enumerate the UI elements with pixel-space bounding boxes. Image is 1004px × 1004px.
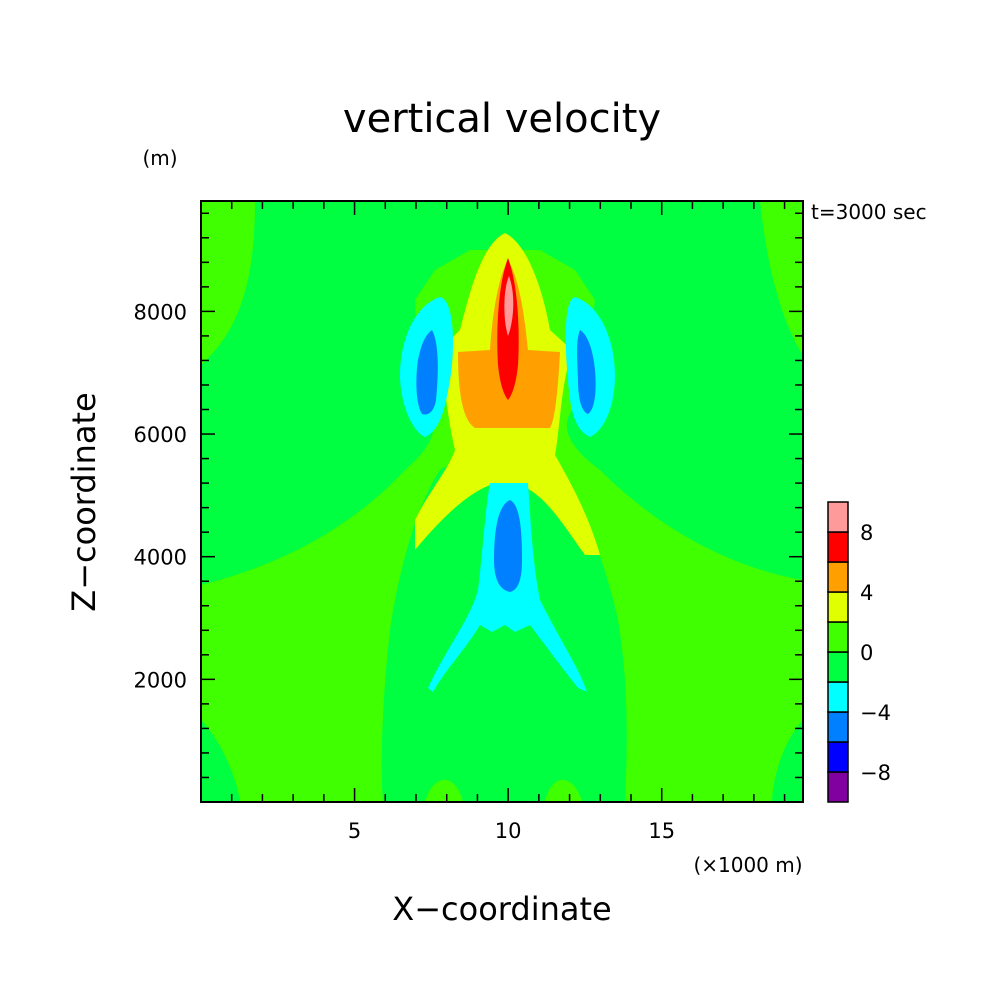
contour-band-0-2 (425, 779, 463, 802)
y-tick-label: 8000 (134, 300, 187, 324)
colorbar-label: 8 (860, 521, 873, 545)
plot-frame (200, 200, 804, 803)
colorbar-swatch (827, 711, 849, 743)
x-tick-labels: 5 10 15 (348, 819, 675, 843)
colorbar-label: 0 (860, 641, 873, 665)
y-axis-label: Z−coordinate (65, 392, 103, 611)
y-tick-label: 2000 (134, 668, 187, 692)
colorbar-label: −8 (860, 761, 891, 785)
x-tick-label: 15 (648, 819, 675, 843)
colorbar-label: −4 (860, 701, 891, 725)
x-tick-label: 10 (495, 819, 522, 843)
contour-band-minus2-0 (772, 720, 803, 802)
contour-band-0-2 (545, 779, 582, 802)
colorbar-swatch (827, 531, 849, 563)
y-tick-labels: 2000 4000 6000 8000 (134, 300, 187, 692)
contour-band-minus2-0 (201, 720, 240, 802)
chart-title: vertical velocity (343, 96, 661, 142)
contour-band-minus2-0 (381, 458, 627, 802)
contour-band-minus2-0 (201, 201, 803, 585)
x-axis-label: X−coordinate (392, 890, 611, 928)
colorbar-swatch (827, 501, 849, 533)
colorbar (827, 501, 849, 803)
colorbar-label: 4 (860, 581, 873, 605)
colorbar-swatch (827, 591, 849, 623)
colorbar-swatch (827, 651, 849, 683)
contour-band-minus8-minus6 (577, 330, 596, 414)
colorbar-swatch (827, 681, 849, 713)
time-label: t=3000 sec (811, 200, 927, 224)
x-tick-label: 5 (348, 819, 361, 843)
y-tick-label: 4000 (134, 546, 187, 570)
x-unit-label: (×1000 m) (693, 853, 802, 877)
colorbar-labels: 8 4 0 −4 −8 (860, 521, 891, 785)
contour-band-minus8-minus6 (416, 330, 438, 415)
y-unit-label: (m) (142, 146, 177, 170)
plot-area (201, 201, 803, 802)
axis-ticks (201, 201, 803, 802)
colorbar-swatch (827, 561, 849, 593)
contour-band-8-10 (504, 276, 514, 336)
colorbar-swatch (827, 741, 849, 773)
colorbar-swatch (827, 771, 849, 803)
colorbar-swatch (827, 621, 849, 653)
contour-band-minus8-minus6 (494, 500, 522, 592)
y-tick-label: 6000 (134, 423, 187, 447)
